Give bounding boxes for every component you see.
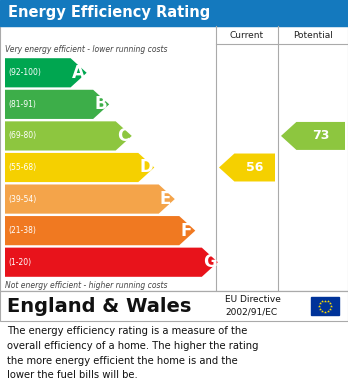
Text: B: B [94,95,107,113]
Polygon shape [5,121,132,151]
Text: Energy Efficiency Rating: Energy Efficiency Rating [8,5,210,20]
Text: C: C [117,127,129,145]
Text: (69-80): (69-80) [8,131,36,140]
Text: F: F [180,222,192,240]
Polygon shape [5,153,154,182]
Text: (39-54): (39-54) [8,195,36,204]
Text: Potential: Potential [293,30,333,39]
Text: EU Directive
2002/91/EC: EU Directive 2002/91/EC [225,295,281,317]
Text: England & Wales: England & Wales [7,296,191,316]
Polygon shape [5,216,195,245]
Bar [0,0,348,26]
Text: D: D [139,158,153,176]
Text: (92-100): (92-100) [8,68,41,77]
Text: Current: Current [230,30,264,39]
Text: (21-38): (21-38) [8,226,36,235]
Text: G: G [203,253,216,271]
Text: The energy efficiency rating is a measure of the
overall efficiency of a home. T: The energy efficiency rating is a measur… [7,326,259,380]
Text: 56: 56 [246,161,263,174]
Text: 73: 73 [312,129,329,142]
Text: E: E [160,190,171,208]
Text: Not energy efficient - higher running costs: Not energy efficient - higher running co… [5,281,167,290]
Polygon shape [5,58,87,87]
Text: (55-68): (55-68) [8,163,36,172]
Text: A: A [72,64,85,82]
Polygon shape [281,122,345,150]
Polygon shape [5,185,175,213]
Polygon shape [5,248,218,277]
Text: (81-91): (81-91) [8,100,36,109]
Polygon shape [219,154,275,181]
Polygon shape [5,90,109,119]
Text: (1-20): (1-20) [8,258,31,267]
Bar [0,26,348,291]
Bar [311,297,339,315]
Bar [0,291,348,321]
Text: Very energy efficient - lower running costs: Very energy efficient - lower running co… [5,45,167,54]
